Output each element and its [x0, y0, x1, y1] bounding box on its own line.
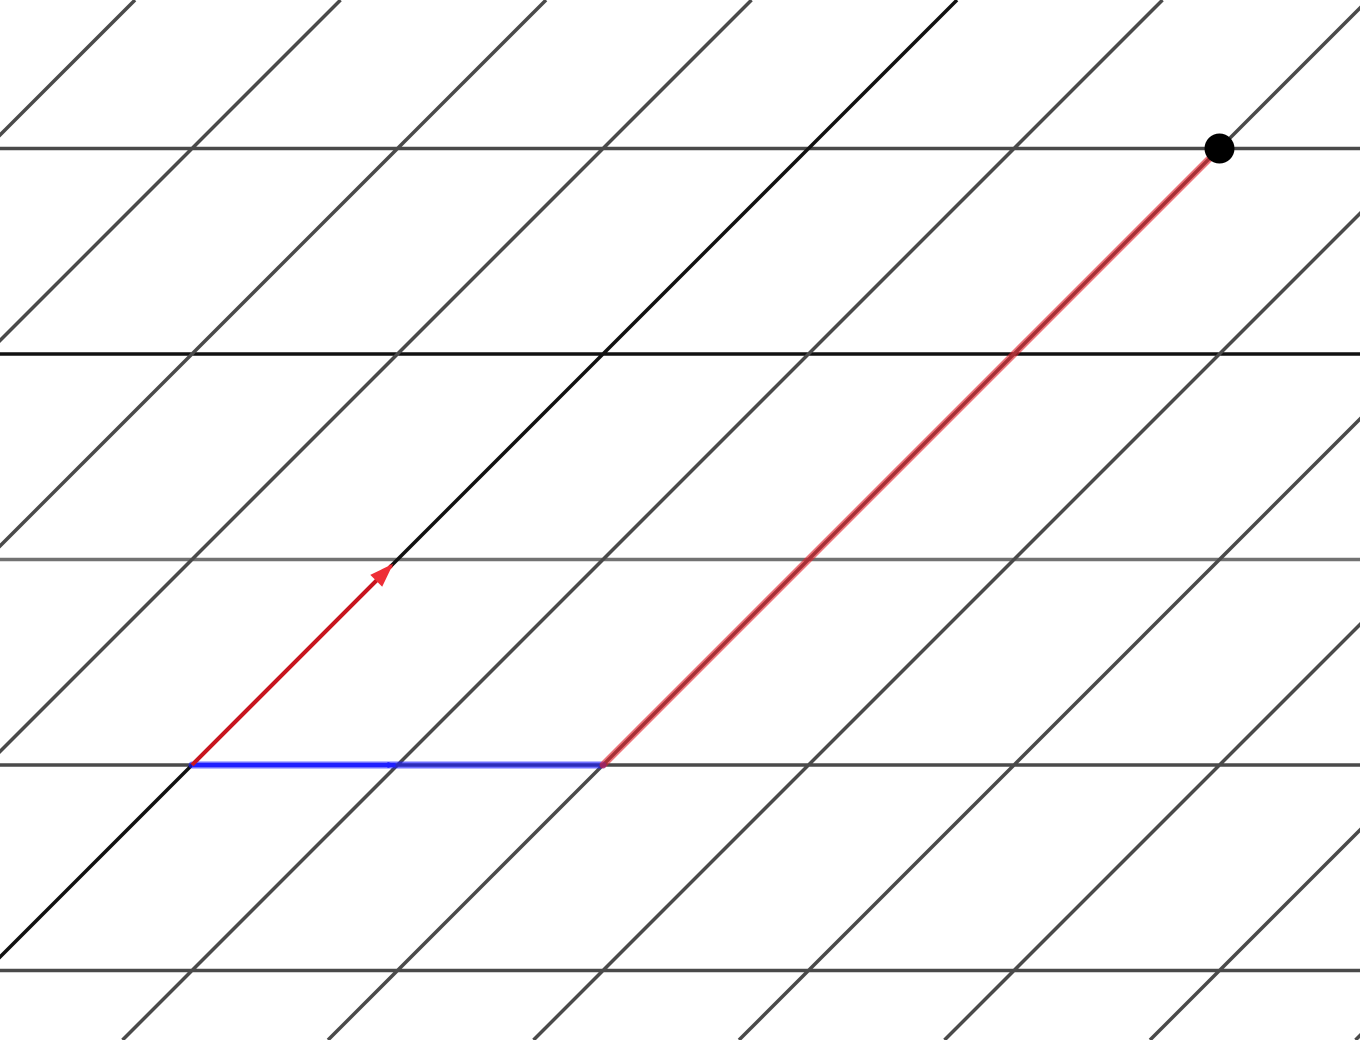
diagonal-grid-line — [1148, 827, 1360, 1040]
basis-vector-2-arrow — [190, 563, 394, 767]
endpoint-dot — [1204, 133, 1235, 164]
diagonal-grid-line — [0, 0, 753, 754]
diagonal-grid-line — [532, 211, 1360, 1040]
diagonal-grid-line — [943, 622, 1360, 1040]
path-segment-basis-vector-2 — [599, 145, 1223, 769]
basis-vectors — [190, 563, 397, 769]
diagonal-grid-line — [0, 0, 959, 960]
endpoint-layer — [1204, 133, 1235, 164]
diagonal-grid-line — [0, 0, 137, 138]
diagonal-grid-line — [1354, 1033, 1360, 1040]
diagonal-grid-line — [121, 0, 1164, 1040]
diagonal-grid-line — [0, 0, 548, 549]
diagonal-grid-line — [0, 0, 342, 343]
diagonal-grid-line — [737, 416, 1360, 1040]
